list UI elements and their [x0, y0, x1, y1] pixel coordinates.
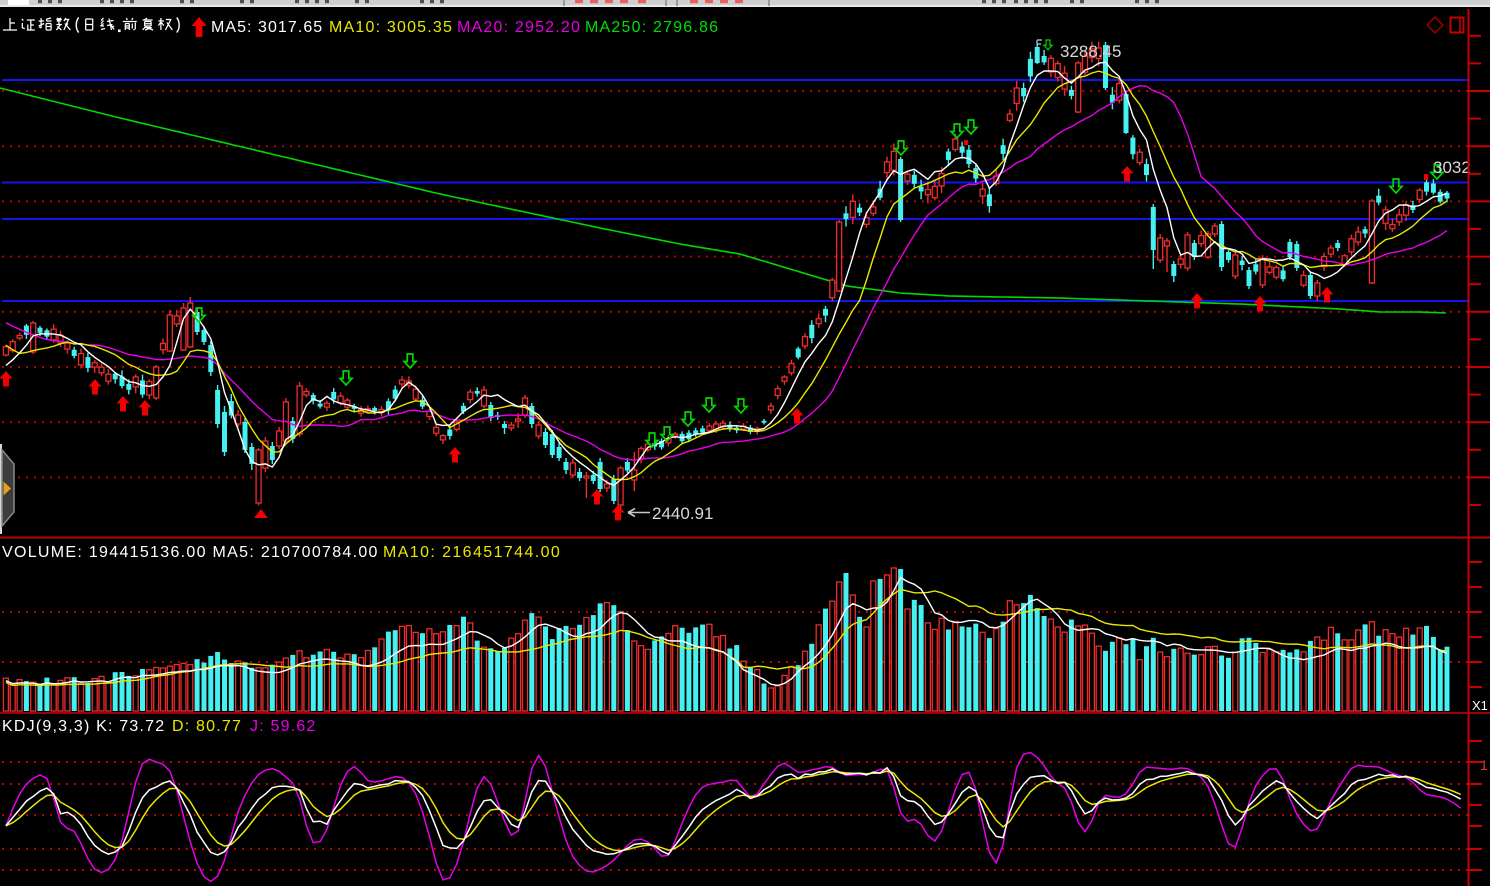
svg-text:MA5: 3017.65: MA5: 3017.65 — [211, 19, 323, 36]
svg-text:J: 59.62: J: 59.62 — [250, 718, 317, 735]
svg-text:3032: 3032 — [1433, 158, 1471, 177]
svg-text:MA10: 216451744.00: MA10: 216451744.00 — [383, 544, 561, 561]
svg-text:2440.91: 2440.91 — [652, 504, 713, 523]
svg-text:MA20: 2952.20: MA20: 2952.20 — [457, 19, 581, 36]
svg-text:MA250: 2796.86: MA250: 2796.86 — [585, 19, 719, 36]
svg-text:D: 80.77: D: 80.77 — [172, 718, 242, 735]
svg-text:X1: X1 — [1472, 698, 1488, 713]
svg-text:KDJ(9,3,3) K: 73.72: KDJ(9,3,3) K: 73.72 — [2, 718, 165, 735]
svg-text:3288.45: 3288.45 — [1060, 42, 1121, 61]
svg-text:MA10: 3005.35: MA10: 3005.35 — [329, 19, 453, 36]
svg-text:VOLUME: 194415136.00 MA5: 2107: VOLUME: 194415136.00 MA5: 210700784.00 — [2, 544, 379, 561]
svg-text:1: 1 — [1480, 757, 1488, 773]
